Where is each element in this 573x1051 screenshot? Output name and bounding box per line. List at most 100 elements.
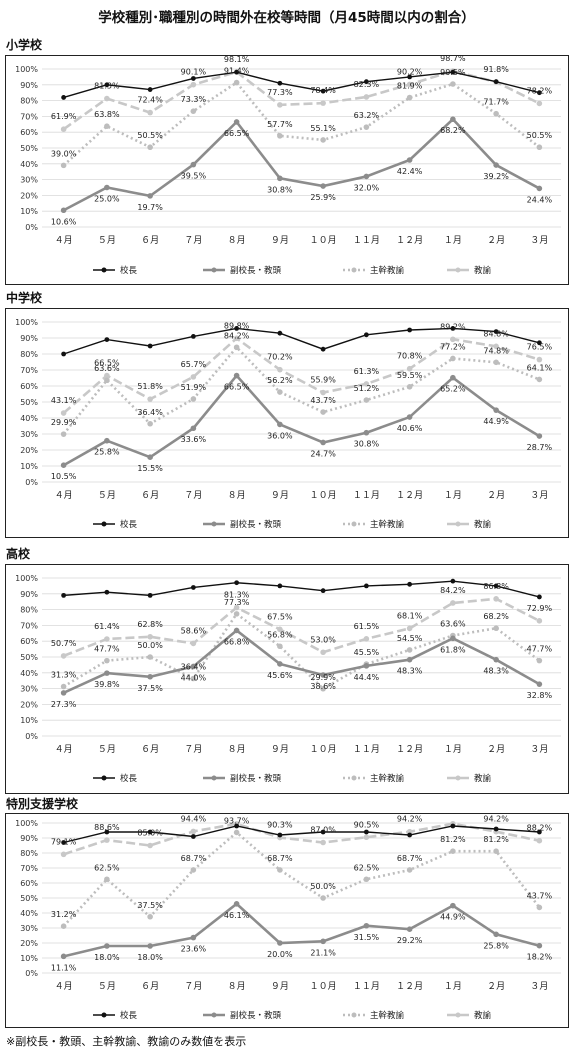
data-label: 39.2% bbox=[483, 172, 509, 181]
data-point bbox=[147, 592, 153, 598]
x-tick-label: ６月 bbox=[141, 981, 159, 992]
data-point bbox=[60, 431, 67, 437]
y-tick-label: 30% bbox=[20, 685, 38, 694]
y-tick-label: 0% bbox=[25, 732, 38, 741]
data-label: 99.4% bbox=[224, 813, 250, 816]
data-label: 84.8% bbox=[483, 329, 509, 338]
data-point bbox=[190, 585, 196, 590]
data-point bbox=[363, 636, 370, 642]
data-label: 98.7% bbox=[440, 55, 466, 63]
data-label: 61.4% bbox=[94, 622, 120, 631]
series-line bbox=[63, 628, 541, 695]
legend-label: 教諭 bbox=[474, 1010, 492, 1021]
legend-marker bbox=[101, 1012, 107, 1018]
data-point bbox=[233, 372, 240, 379]
data-label: 61.8% bbox=[440, 645, 466, 654]
series-line bbox=[62, 830, 541, 928]
x-tick-label: １１月 bbox=[353, 744, 380, 755]
data-label: 93.7% bbox=[224, 816, 250, 825]
data-point bbox=[406, 384, 413, 390]
panel-heading-high-school: 高校 bbox=[6, 547, 31, 561]
legend-label: 校長 bbox=[120, 519, 138, 530]
data-label: 94.2% bbox=[397, 815, 423, 824]
data-point bbox=[320, 829, 326, 835]
x-tick-label: ３月 bbox=[530, 744, 548, 755]
data-label: 48.3% bbox=[483, 667, 509, 676]
data-point bbox=[104, 657, 110, 664]
data-label: 39.0% bbox=[51, 149, 77, 158]
x-tick-label: １２月 bbox=[396, 981, 423, 992]
data-label: 25.0% bbox=[94, 195, 120, 204]
y-tick-label: 10% bbox=[20, 716, 38, 725]
data-label: 19.7% bbox=[137, 203, 163, 212]
data-label: 38.6% bbox=[310, 682, 336, 691]
x-tick-label: １２月 bbox=[396, 744, 423, 755]
data-label: 53.0% bbox=[310, 635, 336, 644]
series-line bbox=[63, 580, 540, 598]
data-label: 65.7% bbox=[181, 360, 207, 369]
data-point bbox=[104, 589, 110, 595]
legend-label: 主幹教諭 bbox=[370, 1010, 405, 1021]
legend-marker bbox=[211, 521, 217, 527]
x-tick-label: １２月 bbox=[396, 235, 423, 246]
data-label: 18.0% bbox=[94, 953, 120, 962]
y-tick-label: 40% bbox=[20, 414, 38, 423]
data-point bbox=[363, 829, 369, 835]
x-tick-label: １月 bbox=[444, 235, 462, 246]
data-label: 66.5% bbox=[94, 359, 120, 368]
data-point bbox=[320, 938, 326, 945]
data-point bbox=[61, 840, 67, 845]
y-tick-label: 90% bbox=[20, 334, 38, 343]
data-label: 10.6% bbox=[51, 217, 77, 226]
y-tick-label: 80% bbox=[20, 350, 38, 359]
data-point bbox=[277, 867, 283, 873]
data-point bbox=[320, 137, 326, 143]
data-point bbox=[450, 848, 456, 854]
data-point bbox=[233, 119, 240, 125]
data-point bbox=[277, 421, 283, 428]
data-label: 23.6% bbox=[181, 945, 207, 954]
data-label: 68.7% bbox=[181, 854, 207, 863]
data-label: 18.0% bbox=[137, 953, 163, 962]
data-label: 65.2% bbox=[440, 385, 466, 394]
y-tick-label: 20% bbox=[20, 446, 38, 455]
data-label: 11.1% bbox=[51, 963, 77, 972]
data-point bbox=[493, 343, 499, 350]
data-point bbox=[104, 943, 110, 949]
legend-marker bbox=[101, 775, 107, 781]
x-tick-label: １０月 bbox=[310, 744, 337, 755]
data-point bbox=[363, 922, 370, 929]
data-label: 27.3% bbox=[51, 700, 77, 709]
x-tick-label: ８月 bbox=[228, 744, 246, 755]
data-point bbox=[407, 74, 413, 80]
data-point bbox=[233, 611, 240, 617]
data-point bbox=[277, 643, 283, 650]
footnote: ※副校長・教頭、主幹教諭、教諭のみ数値を表示 bbox=[6, 1035, 247, 1048]
data-point bbox=[233, 79, 240, 86]
y-tick-label: 50% bbox=[20, 894, 38, 903]
y-tick-label: 0% bbox=[25, 969, 38, 978]
x-tick-label: ７月 bbox=[184, 490, 202, 501]
series-line bbox=[62, 345, 540, 435]
x-tick-label: １２月 bbox=[396, 490, 423, 501]
legend-marker bbox=[101, 521, 107, 527]
data-point bbox=[147, 396, 153, 402]
data-label: 78.4% bbox=[310, 86, 336, 95]
data-point bbox=[536, 657, 543, 664]
legend-label: 教諭 bbox=[474, 773, 492, 784]
data-point bbox=[363, 834, 370, 841]
data-point bbox=[363, 332, 369, 338]
legend-label: 副校長・教頭 bbox=[230, 773, 282, 784]
data-point bbox=[320, 100, 326, 106]
data-point bbox=[493, 656, 499, 663]
y-tick-label: 0% bbox=[25, 478, 38, 487]
data-point bbox=[363, 124, 370, 130]
y-tick-label: 30% bbox=[20, 430, 38, 439]
y-tick-label: 70% bbox=[20, 621, 38, 630]
data-point bbox=[450, 374, 456, 381]
data-label: 30.8% bbox=[354, 440, 380, 449]
data-point bbox=[363, 397, 370, 403]
legend-label: 副校長・教頭 bbox=[230, 265, 282, 276]
data-label: 62.5% bbox=[94, 863, 120, 872]
data-point bbox=[147, 343, 153, 349]
